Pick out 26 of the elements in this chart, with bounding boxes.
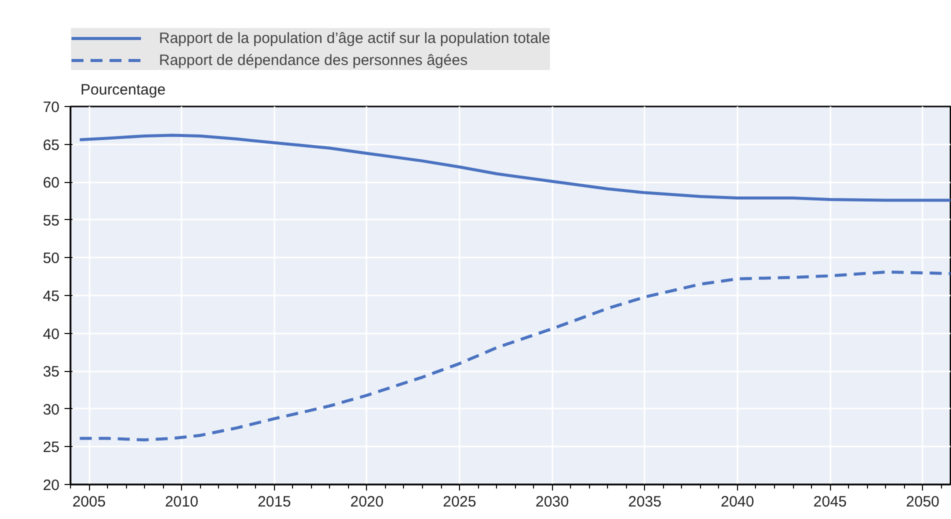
y-tick-label: 70 — [42, 99, 60, 116]
legend-label: Rapport de la population d’âge actif sur la population totale — [159, 30, 550, 46]
legend-label: Rapport de dépendance des personnes âgées — [159, 52, 468, 68]
y-tick-label: 35 — [42, 364, 60, 381]
x-tick-label: 2020 — [350, 494, 384, 510]
y-tick-label: 30 — [42, 401, 60, 418]
y-tick-label: 20 — [42, 477, 60, 494]
x-tick-label: 2035 — [628, 494, 662, 510]
y-tick-label: 60 — [42, 174, 60, 192]
y-tick-label: 40 — [42, 326, 60, 343]
x-tick-label: 2030 — [536, 494, 569, 510]
x-tick-label: 2040 — [720, 494, 754, 510]
y-tick-label: 65 — [42, 136, 60, 154]
y-tick-label: 45 — [42, 288, 60, 305]
x-tick-label: 2050 — [906, 494, 940, 510]
y-tick-label: 50 — [42, 250, 60, 268]
x-tick-label: 2015 — [258, 494, 291, 510]
y-tick-label: 55 — [42, 212, 60, 230]
y-axis-title: Pourcentage — [80, 82, 166, 98]
line-series — [78, 270, 950, 442]
line-series — [78, 134, 950, 202]
x-tick-label: 2010 — [164, 494, 198, 510]
x-tick-label: 2045 — [813, 494, 847, 510]
x-tick-label: 2005 — [72, 494, 106, 510]
x-tick-label: 2025 — [442, 494, 476, 510]
y-tick-label: 25 — [42, 439, 60, 456]
